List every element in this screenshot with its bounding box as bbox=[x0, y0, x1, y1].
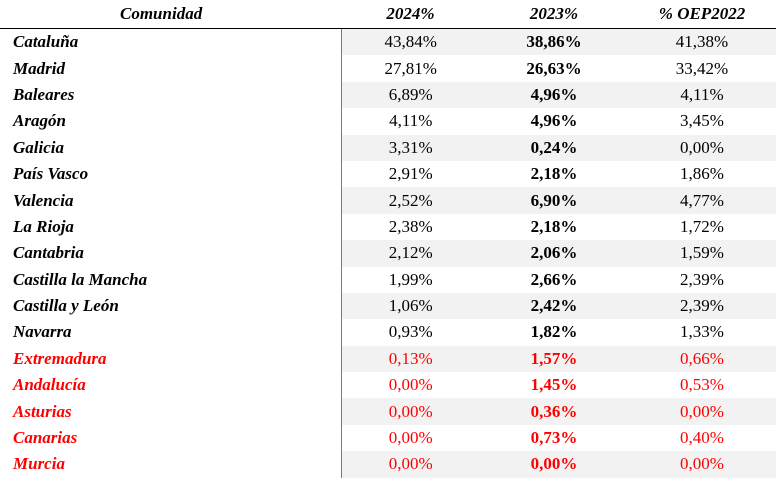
table-row: Castilla y León 1,06% 2,42% 2,39% bbox=[0, 292, 776, 320]
value-oep2022-cell: 1,33% bbox=[680, 322, 724, 342]
value-oep2022-cell: 41,38% bbox=[628, 28, 776, 56]
value-2023-cell: 2,66% bbox=[530, 269, 578, 289]
value-2024-cell: 43,84% bbox=[341, 28, 480, 56]
value-2023-cell: 0,36% bbox=[480, 398, 628, 425]
region-name-cell: La Rioja bbox=[0, 213, 342, 241]
header-2023: 2023% bbox=[480, 0, 628, 29]
value-2023-cell: 1,57% bbox=[480, 345, 628, 373]
table-row: Aragón 4,11% 4,96% 3,45% bbox=[0, 108, 776, 135]
value-2023-cell: 0,24% bbox=[480, 134, 628, 161]
value-2023-cell: 2,06% bbox=[480, 240, 628, 267]
value-2023-cell: 2,42% bbox=[480, 292, 628, 320]
region-name-cell: Castilla y León bbox=[0, 292, 342, 320]
header-row: Comunidad 2024% 2023% % OEP2022 bbox=[0, 0, 776, 29]
table-row: Extremadura 0,13% 1,57% 0,66% bbox=[0, 345, 776, 373]
table-row: La Rioja 2,38% 2,18% 1,72% bbox=[0, 213, 776, 241]
value-oep2022-cell: 1,72% bbox=[680, 216, 724, 236]
value-2024-cell: 2,52% bbox=[341, 187, 480, 214]
table-row: Navarra 0,93% 1,82% 1,33% bbox=[0, 319, 776, 346]
value-2024-cell: 2,38% bbox=[388, 216, 433, 236]
value-oep2022-cell: 4,11% bbox=[628, 81, 776, 109]
value-2023-cell: 0,73% bbox=[530, 428, 578, 448]
table-row: Galicia 3,31% 0,24% 0,00% bbox=[0, 134, 776, 161]
value-2024-cell: 1,06% bbox=[341, 292, 480, 320]
value-oep2022-cell: 2,39% bbox=[680, 269, 724, 289]
value-2024-cell: 2,91% bbox=[388, 164, 433, 184]
value-2024-cell: 6,89% bbox=[341, 81, 480, 109]
value-2024-cell: 0,93% bbox=[388, 322, 433, 342]
value-2023-cell: 1,82% bbox=[530, 322, 578, 342]
value-oep2022-cell: 0,00% bbox=[628, 134, 776, 161]
value-oep2022-cell: 2,39% bbox=[628, 292, 776, 320]
region-name-cell: Galicia bbox=[0, 134, 342, 161]
header-comunidad: Comunidad bbox=[0, 0, 341, 29]
value-2023-cell: 2,18% bbox=[530, 164, 578, 184]
value-2023-cell: 26,63% bbox=[526, 58, 582, 78]
table-row: Asturias 0,00% 0,36% 0,00% bbox=[0, 398, 776, 425]
value-2024-cell: 0,00% bbox=[341, 451, 480, 478]
table-row: Murcia 0,00% 0,00% 0,00% bbox=[0, 451, 776, 478]
region-name-cell: Madrid bbox=[0, 55, 342, 82]
region-name-cell: Castilla la Mancha bbox=[0, 266, 342, 293]
table-row: Baleares 6,89% 4,96% 4,11% bbox=[0, 81, 776, 109]
header-oep2022: % OEP2022 bbox=[628, 0, 776, 29]
table-row: Valencia 2,52% 6,90% 4,77% bbox=[0, 187, 776, 214]
region-name-cell: Cantabria bbox=[0, 240, 342, 267]
value-2023-cell: 0,00% bbox=[480, 451, 628, 478]
value-2024-cell: 0,13% bbox=[341, 345, 480, 373]
table-row: Cataluña 43,84% 38,86% 41,38% bbox=[0, 28, 776, 56]
value-2023-cell: 1,45% bbox=[530, 375, 578, 395]
value-2024-cell: 4,11% bbox=[389, 111, 433, 131]
table-row: Canarias 0,00% 0,73% 0,40% bbox=[0, 424, 776, 452]
value-2024-cell: 2,12% bbox=[341, 240, 480, 267]
value-oep2022-cell: 4,77% bbox=[628, 187, 776, 214]
value-2024-cell: 27,81% bbox=[384, 58, 437, 78]
value-2024-cell: 0,00% bbox=[388, 375, 433, 395]
value-2023-cell: 4,96% bbox=[530, 111, 578, 131]
value-2024-cell: 0,00% bbox=[341, 398, 480, 425]
header-2024: 2024% bbox=[341, 0, 480, 29]
region-percentage-table: Comunidad 2024% 2023% % OEP2022 Cataluña… bbox=[0, 0, 776, 478]
region-name-cell: Valencia bbox=[0, 187, 342, 214]
region-name-cell: Extremadura bbox=[0, 345, 342, 373]
table-row: Castilla la Mancha 1,99% 2,66% 2,39% bbox=[0, 266, 776, 293]
value-2024-cell: 0,00% bbox=[388, 428, 433, 448]
value-oep2022-cell: 0,40% bbox=[680, 428, 724, 448]
region-name-cell: Navarra bbox=[0, 319, 342, 346]
value-oep2022-cell: 3,45% bbox=[680, 111, 724, 131]
region-name-cell: Cataluña bbox=[0, 28, 342, 56]
region-name-cell: Baleares bbox=[0, 81, 342, 109]
value-2024-cell: 3,31% bbox=[341, 134, 480, 161]
table-row: Andalucía 0,00% 1,45% 0,53% bbox=[0, 372, 776, 399]
region-name-cell: Andalucía bbox=[0, 372, 342, 399]
value-2023-cell: 38,86% bbox=[480, 28, 628, 56]
region-name-cell: Asturias bbox=[0, 398, 342, 425]
value-2023-cell: 4,96% bbox=[480, 81, 628, 109]
value-oep2022-cell: 0,66% bbox=[628, 345, 776, 373]
value-2023-cell: 2,18% bbox=[530, 216, 578, 236]
value-oep2022-cell: 1,59% bbox=[628, 240, 776, 267]
table-row: Madrid 27,81% 26,63% 33,42% bbox=[0, 55, 776, 82]
value-2023-cell: 6,90% bbox=[480, 187, 628, 214]
region-name-cell: Murcia bbox=[0, 451, 342, 478]
value-oep2022-cell: 0,00% bbox=[628, 451, 776, 478]
value-oep2022-cell: 0,00% bbox=[628, 398, 776, 425]
region-name-cell: País Vasco bbox=[0, 160, 342, 188]
value-2024-cell: 1,99% bbox=[388, 269, 433, 289]
value-oep2022-cell: 0,53% bbox=[680, 375, 724, 395]
region-name-cell: Aragón bbox=[0, 108, 342, 135]
value-oep2022-cell: 1,86% bbox=[680, 164, 724, 184]
region-name-cell: Canarias bbox=[0, 424, 342, 452]
table-row: Cantabria 2,12% 2,06% 1,59% bbox=[0, 240, 776, 267]
value-oep2022-cell: 33,42% bbox=[675, 58, 729, 78]
table-row: País Vasco 2,91% 2,18% 1,86% bbox=[0, 160, 776, 188]
